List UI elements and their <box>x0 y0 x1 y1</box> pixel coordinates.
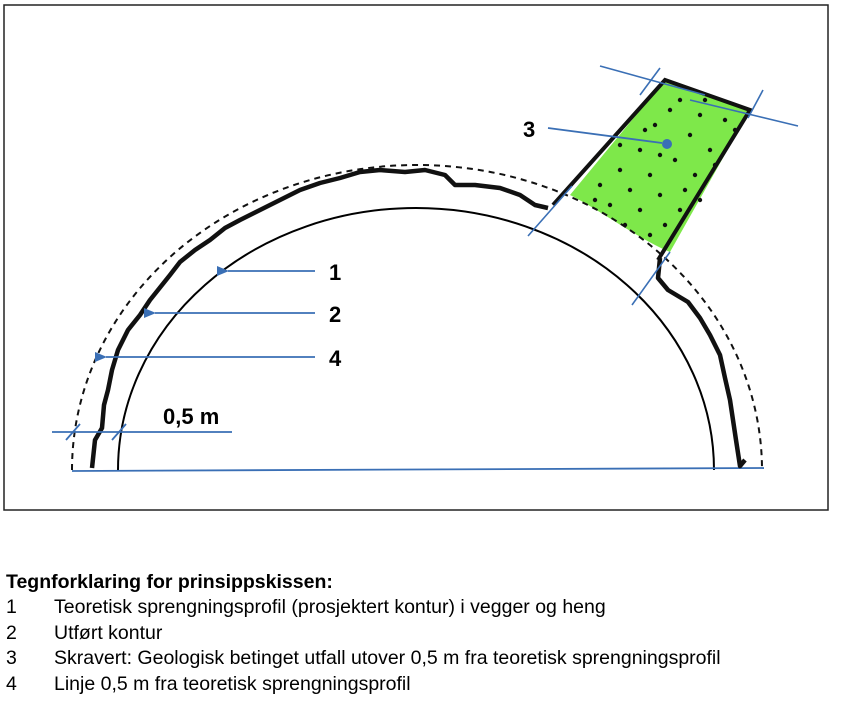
legend-item-text: Skravert: Geologisk betinget utfall utov… <box>54 647 721 669</box>
legend-item-text: Utført kontur <box>54 621 163 644</box>
distance-tick-right <box>111 423 127 441</box>
label-distance: 0,5 m <box>163 404 219 429</box>
legend-item: 2 Utført kontur <box>6 621 843 647</box>
legend-title: Tegnforklaring for prinsippskissen: <box>6 571 333 593</box>
offset-line-0-5m <box>71 164 763 471</box>
label-3: 3 <box>523 117 535 142</box>
legend-item-text: Teoretisk sprengningsprofil (prosjektert… <box>54 596 606 618</box>
legend-item: 1 Teoretisk sprengningsprofil (prosjekte… <box>6 595 843 621</box>
leader-line-3 <box>547 127 663 144</box>
label-4: 4 <box>329 346 342 371</box>
floor-baseline <box>71 467 765 472</box>
overbreak-guide-lines <box>527 65 799 306</box>
tunnel-profile-diagram: 1 2 4 3 0,5 m <box>3 4 829 511</box>
legend-item: 4 Linje 0,5 m fra teoretisk sprengningsp… <box>6 672 843 698</box>
leader-dot-3 <box>662 139 672 149</box>
overbreak-area <box>570 80 750 252</box>
legend-item: 3 Skravert: Geologisk betinget utfall ut… <box>6 646 843 672</box>
legend-item-text: Linje 0,5 m fra teoretisk sprengningspro… <box>54 672 411 695</box>
legend-item-number: 1 <box>6 596 17 618</box>
legend-item-number: 2 <box>6 621 17 644</box>
legend-item-number: 3 <box>6 647 17 669</box>
actual-contour-right <box>655 257 747 469</box>
distance-tick-left <box>65 423 81 441</box>
legend: Tegnforklaring for prinsippskissen: 1 Te… <box>6 569 843 697</box>
label-1: 1 <box>329 260 341 285</box>
legend-item-number: 4 <box>6 672 17 695</box>
diagram-frame <box>3 4 829 511</box>
actual-contour-left <box>89 167 549 469</box>
overbreak-outline <box>551 77 753 262</box>
theoretical-profile <box>117 207 715 471</box>
label-2: 2 <box>329 302 341 327</box>
